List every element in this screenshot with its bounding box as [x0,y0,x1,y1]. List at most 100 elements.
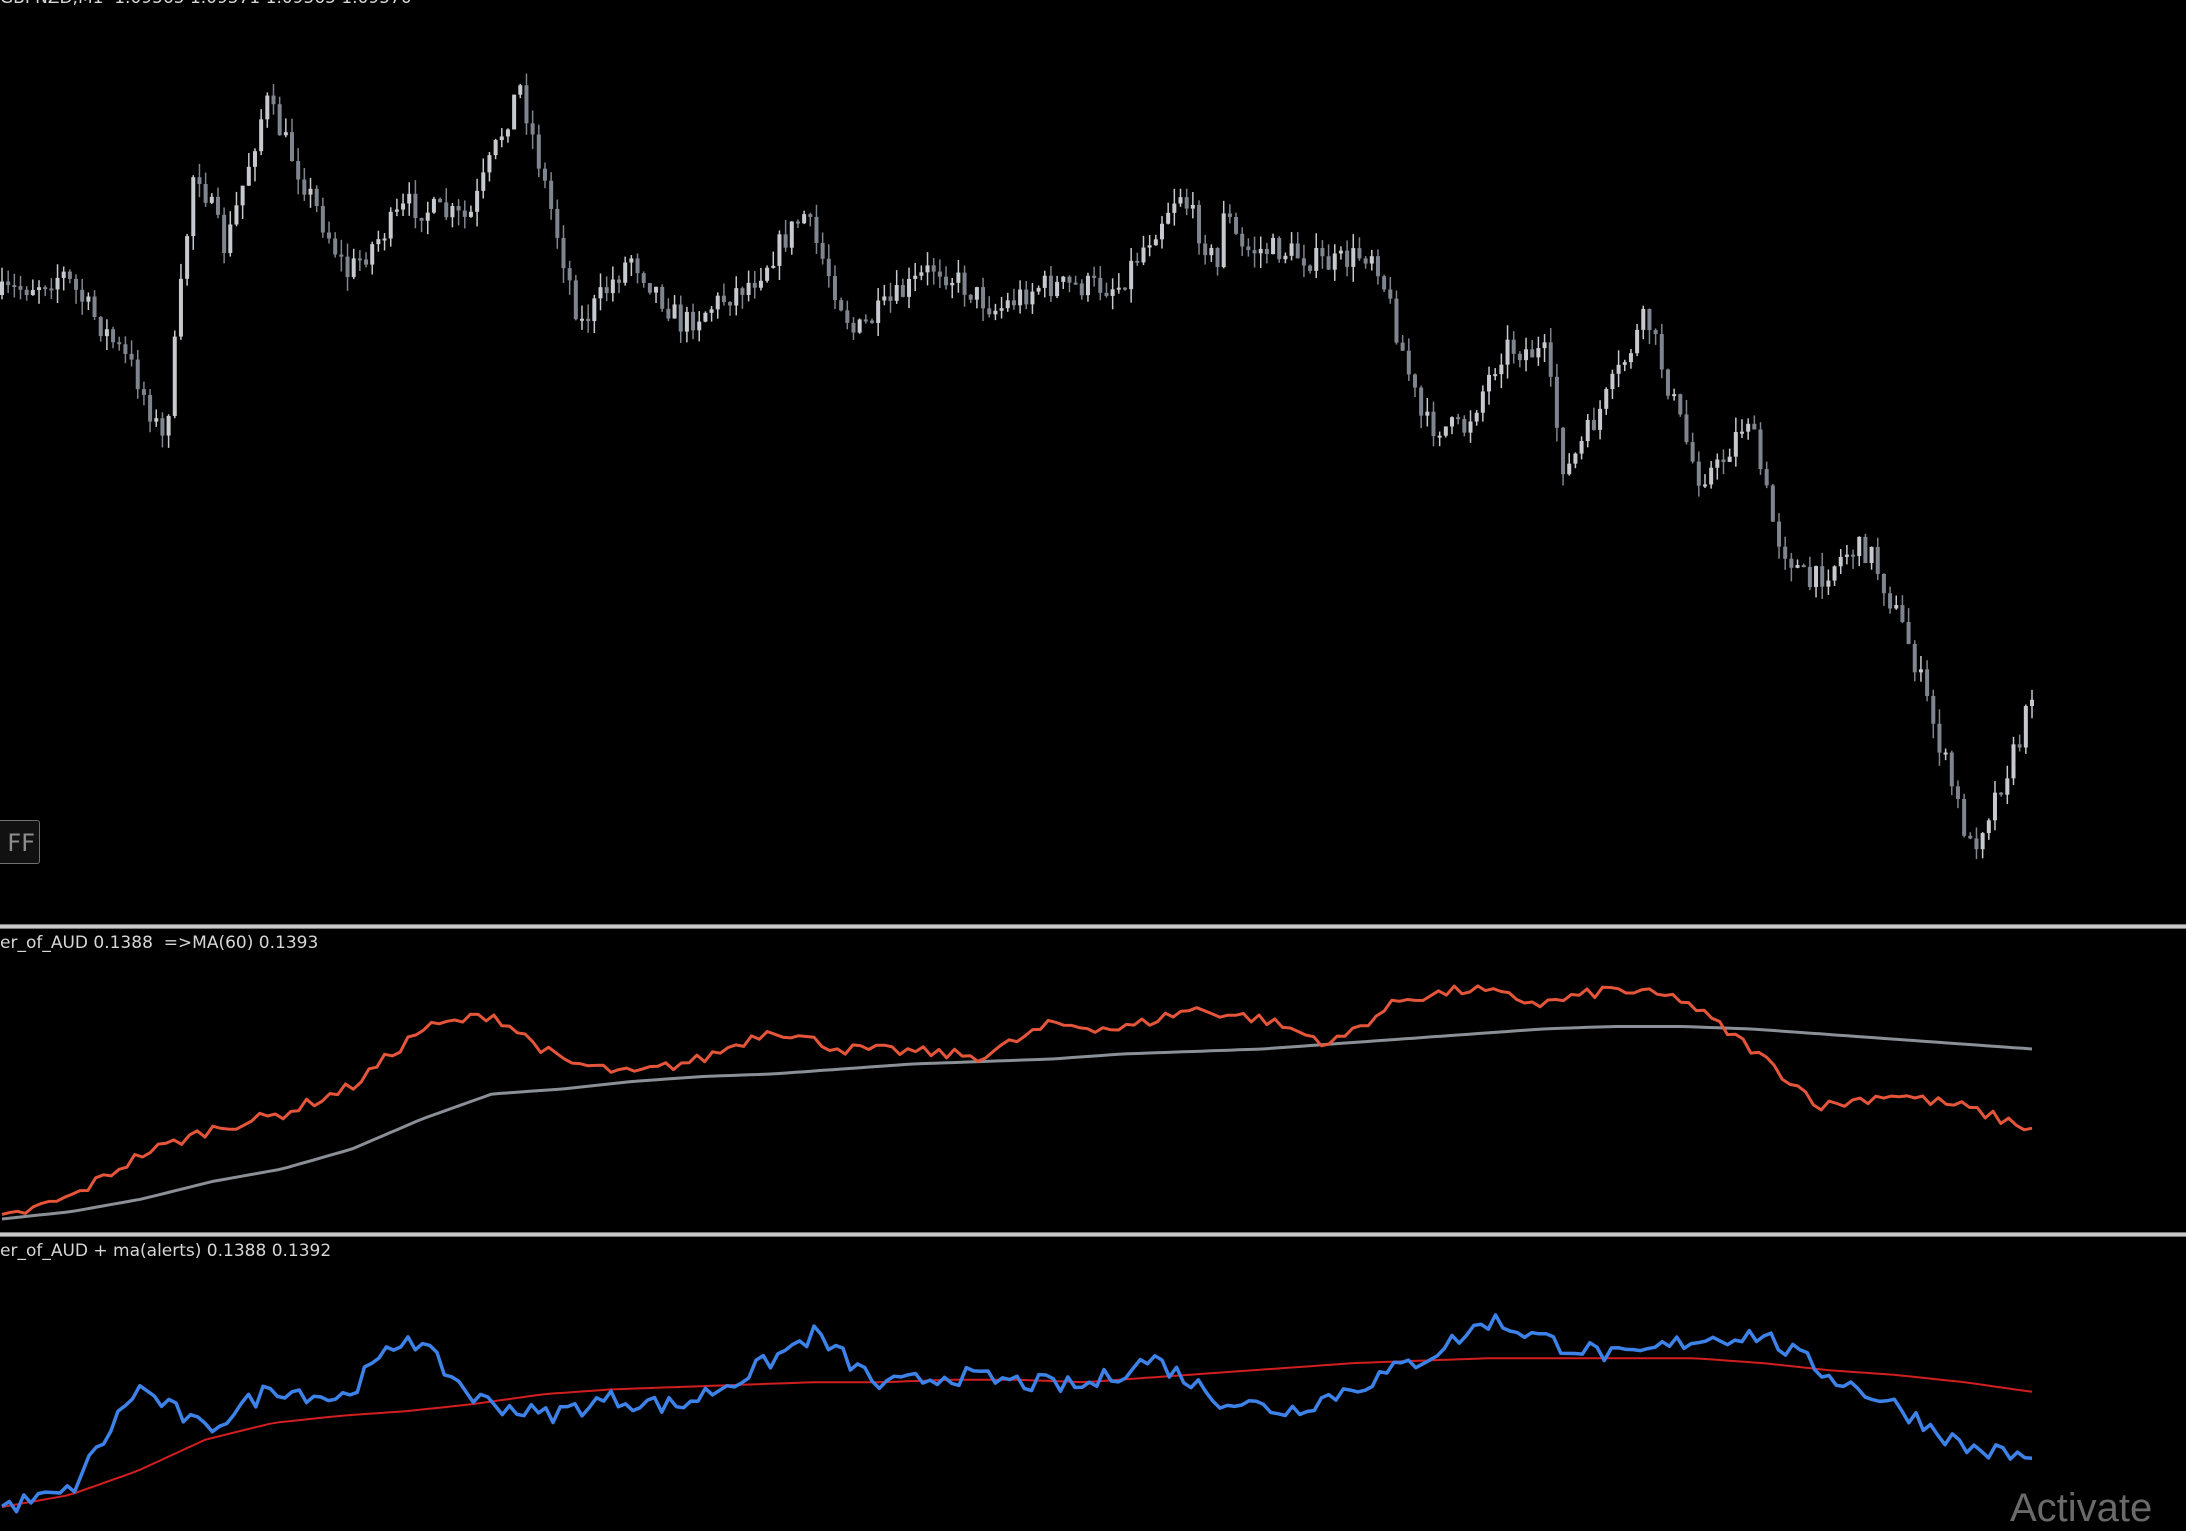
candle-body [1925,669,1930,697]
candle-body [1338,250,1343,254]
candle-body [1493,374,1498,377]
candle-body [1857,536,1862,557]
candle-body [1709,467,1714,485]
candle-body [1567,463,1572,475]
candle-body [468,211,473,217]
candle-body [567,268,572,281]
candle-body [1129,260,1134,290]
candle-body [1172,203,1177,213]
candle-body [561,237,566,269]
candle-body [215,196,220,215]
candle-body [1190,204,1195,209]
candle-body [30,289,35,296]
candle-body [55,277,60,290]
candle-body [37,287,42,290]
candle-body [740,288,745,295]
candle-body [691,311,696,331]
indicator-pane-1[interactable]: er_of_AUD 0.1388 =>MA(60) 0.1393 [0,929,2186,1231]
candle-body [1141,247,1146,263]
candle-body [839,300,844,311]
candle-body [1363,258,1368,264]
candle-body [1030,291,1035,305]
candle-body [283,132,288,136]
candle-body [573,280,578,320]
candle-body [1474,412,1479,422]
candle-body [1672,394,1677,397]
candle-body [1783,546,1788,559]
candle-body [1085,275,1090,296]
indicator-2-label: er_of_AUD + ma(alerts) 0.1388 0.1392 [0,1241,332,1261]
candle-body [1135,260,1140,263]
candle-body [660,286,665,309]
candle-body [1406,350,1411,375]
candle-body [1178,197,1183,204]
candle-body [654,286,659,293]
candle-body [1622,362,1627,365]
candle-body [86,296,91,302]
candle-body [1258,248,1263,254]
candle-body [351,258,356,278]
candle-body [456,206,461,211]
candle-body [320,206,325,233]
candle-body [1271,237,1276,255]
candle-body [734,288,739,306]
candle-body [197,177,202,184]
candle-body [1326,256,1331,270]
candle-body [1283,255,1288,260]
candle-body [129,353,134,360]
candle-body [1851,554,1856,557]
candle-body [1160,223,1164,240]
candle-body [370,244,375,265]
candle-body [1221,213,1226,268]
candle-body [24,289,29,296]
candle-body [987,308,992,315]
pane-separator-1[interactable] [0,924,2186,929]
candle-body [672,304,677,319]
candle-body [684,311,689,332]
candle-body [407,193,412,204]
candle-body [1647,308,1652,331]
candle-body [166,415,171,436]
candle-body [1795,565,1800,568]
indicator-pane-2[interactable]: er_of_AUD + ma(alerts) 0.1388 0.1392 [0,1237,2186,1514]
main-chart-pane[interactable]: GBPNZD,M1 1.09565 1.09571 1.09565 1.0957… [0,0,2186,923]
indicator-line [1,984,2033,1216]
candle-body [1369,256,1374,264]
candle-body [327,232,332,239]
candle-body [820,242,825,259]
candle-body [697,321,702,331]
candle-body [1992,792,1997,821]
candle-body [1388,289,1393,299]
candle-body [1814,566,1819,588]
candle-body [592,298,597,322]
candle-body [345,256,350,278]
candle-body [1740,431,1744,434]
candle-body [512,94,517,130]
candle-body [882,296,887,301]
candle-body [80,289,85,302]
candle-body [240,185,245,206]
candle-body [382,238,387,241]
candle-body [154,418,159,422]
candle-body [475,190,480,212]
candle-body [1659,334,1664,370]
candle-body [1431,411,1436,437]
candle-body [333,238,338,255]
candle-body [1098,277,1103,293]
candle-body [604,287,609,294]
off-button[interactable]: FF [0,820,40,864]
candle-body [1511,339,1516,354]
candle-body [1345,250,1350,267]
candle-body [1468,421,1473,433]
candle-body [1536,348,1541,358]
candle-body [746,282,751,295]
pane-separator-2[interactable] [0,1232,2186,1237]
candle-body [1394,298,1399,343]
candle-body [401,203,406,210]
candle-body [1480,391,1485,413]
candle-body [1530,349,1535,358]
candle-body [271,95,276,105]
candle-body [956,272,961,283]
candle-body [1048,275,1053,297]
candle-body [1252,250,1257,254]
